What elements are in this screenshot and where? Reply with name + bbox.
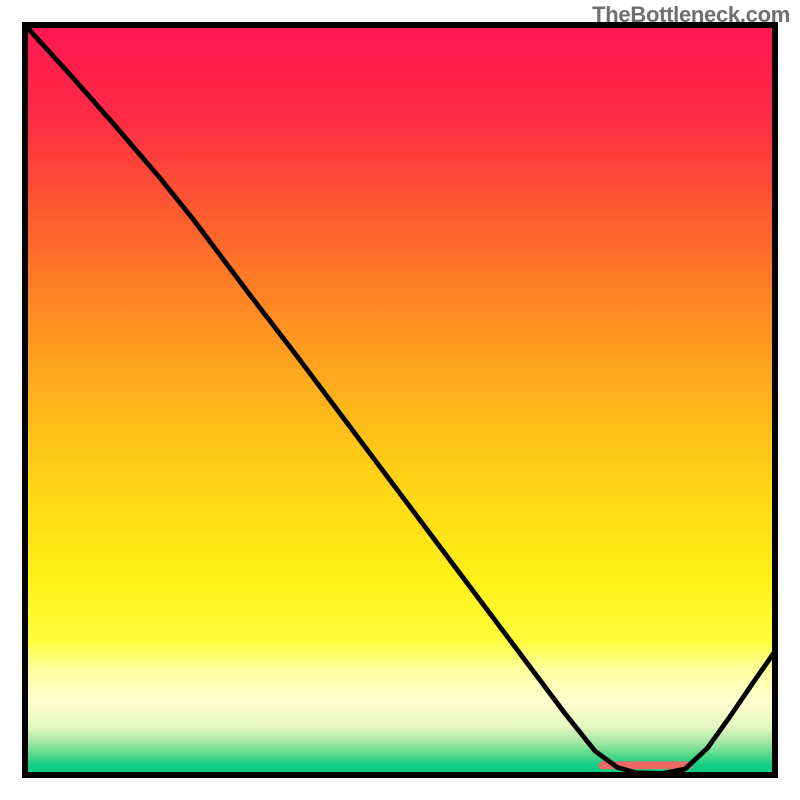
- chart-container: TheBottleneck.com: [0, 0, 800, 800]
- plot-area: [22, 22, 778, 778]
- plot-background: [25, 25, 775, 775]
